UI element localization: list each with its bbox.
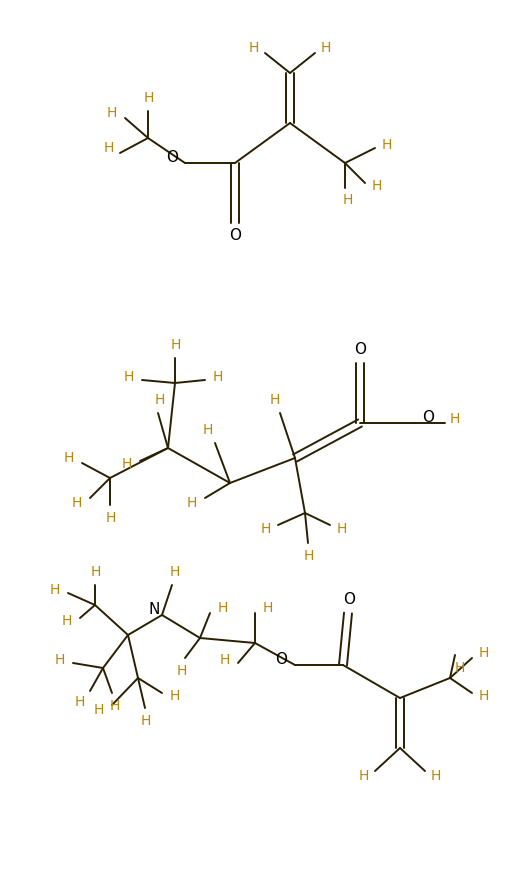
Text: H: H xyxy=(382,138,392,152)
Text: O: O xyxy=(354,343,366,358)
Text: H: H xyxy=(94,703,104,717)
Text: O: O xyxy=(166,150,178,165)
Text: H: H xyxy=(62,614,72,628)
Text: H: H xyxy=(177,664,187,678)
Text: H: H xyxy=(144,91,154,105)
Text: H: H xyxy=(187,496,197,510)
Text: H: H xyxy=(304,549,314,563)
Text: H: H xyxy=(91,565,101,579)
Text: H: H xyxy=(110,699,120,713)
Text: H: H xyxy=(479,689,489,703)
Text: H: H xyxy=(263,601,273,615)
Text: H: H xyxy=(261,522,271,536)
Text: H: H xyxy=(203,423,213,437)
Text: H: H xyxy=(343,193,353,207)
Text: H: H xyxy=(213,370,223,384)
Text: H: H xyxy=(337,522,347,536)
Text: H: H xyxy=(372,179,382,193)
Text: H: H xyxy=(106,511,116,525)
Text: H: H xyxy=(431,769,441,783)
Text: H: H xyxy=(55,653,65,667)
Text: H: H xyxy=(170,565,180,579)
Text: H: H xyxy=(124,370,134,384)
Text: O: O xyxy=(229,229,241,244)
Text: H: H xyxy=(72,496,82,510)
Text: H: H xyxy=(141,714,151,728)
Text: H: H xyxy=(64,451,74,465)
Text: H: H xyxy=(270,393,280,407)
Text: H: H xyxy=(75,695,85,709)
Text: H: H xyxy=(122,457,132,471)
Text: H: H xyxy=(479,646,489,660)
Text: H: H xyxy=(249,41,259,55)
Text: H: H xyxy=(104,141,114,155)
Text: O: O xyxy=(422,411,434,426)
Text: H: H xyxy=(220,653,230,667)
Text: H: H xyxy=(450,412,460,426)
Text: H: H xyxy=(359,769,369,783)
Text: H: H xyxy=(321,41,331,55)
Text: H: H xyxy=(50,583,60,597)
Text: H: H xyxy=(171,338,181,352)
Text: N: N xyxy=(148,602,160,617)
Text: H: H xyxy=(107,106,117,120)
Text: O: O xyxy=(343,592,355,608)
Text: H: H xyxy=(170,689,180,703)
Text: O: O xyxy=(275,653,287,668)
Text: H: H xyxy=(155,393,165,407)
Text: H: H xyxy=(455,661,465,675)
Text: H: H xyxy=(218,601,228,615)
